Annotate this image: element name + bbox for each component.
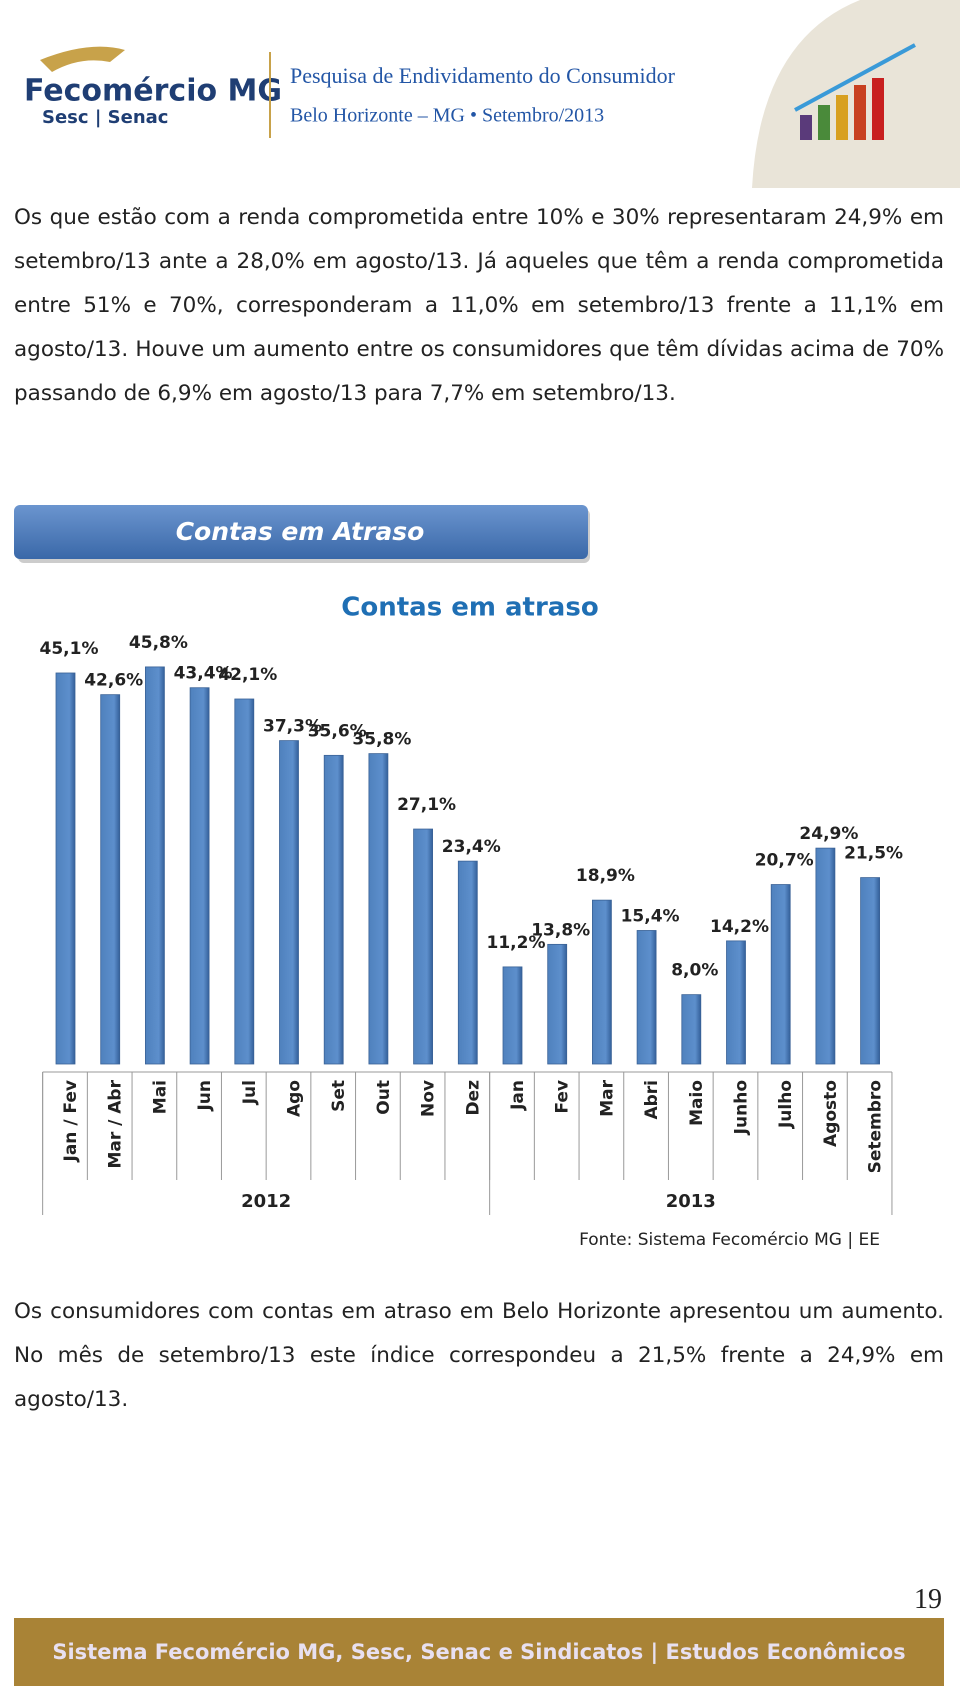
x-tick-label: Mai (150, 1080, 170, 1114)
bar (323, 754, 344, 1065)
data-label: 11,2% (487, 933, 546, 953)
bar (55, 672, 76, 1065)
x-tick-label: Fev (553, 1080, 573, 1114)
x-tick-label: Setembro (866, 1080, 886, 1173)
x-tick-label: Mar (597, 1079, 617, 1116)
data-label: 21,5% (844, 844, 903, 864)
chart-title: Contas em atraso (341, 593, 598, 623)
x-tick-label: Jan (508, 1080, 528, 1111)
group-label: 2012 (241, 1191, 291, 1212)
data-label: 20,7% (755, 851, 814, 871)
x-tick-label: Agosto (821, 1080, 841, 1147)
x-tick-label: Jun (195, 1080, 215, 1112)
data-label: 15,4% (621, 906, 680, 926)
data-label: 45,1% (40, 639, 99, 659)
bar (234, 698, 255, 1065)
x-tick-label: Nov (419, 1080, 439, 1117)
x-tick-label: Jul (240, 1080, 260, 1105)
paragraph: Os que estão com a renda comprometida en… (14, 205, 944, 406)
bar (681, 994, 702, 1065)
x-tick-label: Out (374, 1080, 394, 1115)
bar (815, 847, 836, 1065)
x-tick-label: Jan / Fev (61, 1080, 81, 1162)
bar (726, 940, 746, 1065)
footer: Sistema Fecomércio MG, Sesc, Senac e Sin… (14, 1618, 944, 1686)
bar (860, 877, 880, 1065)
data-label: 18,9% (576, 866, 635, 886)
data-label: 8,0% (671, 961, 718, 981)
logo-swoosh (40, 46, 125, 72)
data-label: 27,1% (397, 795, 456, 815)
x-tick-label: Abri (642, 1080, 662, 1120)
logo: Fecomércio MG (24, 74, 282, 109)
logo-sub: Sesc | Senac (42, 107, 168, 128)
data-label: 42,1% (218, 665, 277, 685)
bar (592, 899, 612, 1065)
bar (279, 740, 299, 1065)
data-label: 43,4% (174, 664, 233, 684)
data-label: 35,8% (352, 730, 411, 750)
group-label: 2013 (666, 1191, 716, 1212)
bar (636, 930, 657, 1065)
x-tick-label: Ago (285, 1080, 305, 1117)
banner-title: Contas em Atraso (176, 517, 425, 546)
banner: Contas em Atraso (14, 505, 590, 563)
header: Fecomércio MG Sesc | Senac Pesquisa de E… (24, 0, 960, 188)
data-label: 42,6% (84, 671, 143, 691)
data-label: 35,6% (308, 721, 367, 741)
header-title: Pesquisa de Endividamento do Consumidor (290, 63, 676, 88)
header-subtitle: Belo Horizonte – MG • Setembro/2013 (290, 105, 604, 127)
bar (100, 694, 121, 1065)
data-label: 37,3% (263, 717, 322, 737)
x-tick-label: Dez (463, 1080, 483, 1116)
bar (770, 884, 791, 1065)
bar (502, 966, 523, 1065)
bar (547, 943, 568, 1065)
data-label: 45,8% (129, 633, 188, 653)
source: Fonte: Sistema Fecomércio MG | EE (579, 1230, 880, 1250)
header-icon (794, 43, 916, 140)
x-tick-label: Maio (687, 1080, 707, 1126)
data-label: 24,9% (799, 824, 858, 844)
bar (457, 860, 478, 1065)
bar (144, 666, 165, 1065)
bar (413, 828, 434, 1065)
chart: Contas em atraso Fonte: Sistema Fecomérc… (40, 593, 904, 1251)
x-tick-label: Julho (776, 1080, 796, 1129)
x-tick-label: Mar / Abr (106, 1079, 126, 1168)
bar (368, 753, 389, 1065)
data-label: 13,8% (531, 920, 590, 940)
x-tick-label: Junho (732, 1080, 752, 1135)
bar (189, 687, 210, 1065)
x-tick-label: Set (329, 1080, 349, 1112)
paragraph: Os consumidores com contas em atraso em … (14, 1299, 944, 1412)
page-number: 19 (914, 1584, 942, 1615)
data-label: 14,2% (710, 917, 769, 937)
data-label: 23,4% (442, 837, 501, 857)
